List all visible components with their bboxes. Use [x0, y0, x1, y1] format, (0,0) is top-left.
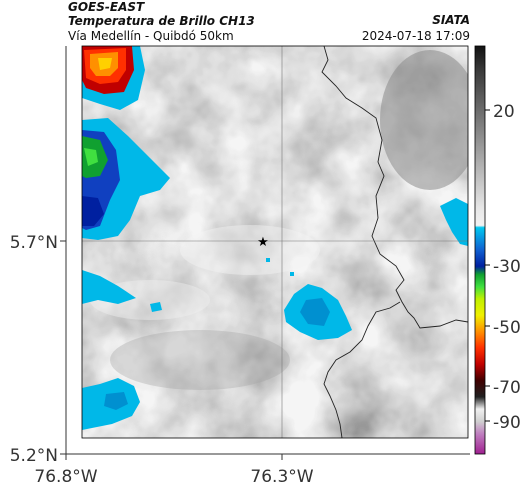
admin-boundary	[321, 46, 468, 329]
cold-cloud-central	[266, 258, 352, 340]
colorbar-tick-20: 20	[493, 102, 515, 122]
lon-label-76.3: 76.3°W	[250, 467, 313, 487]
convective-cell-northwest	[82, 46, 145, 110]
lon-label-76.8: 76.8°W	[34, 467, 97, 487]
map-subtitle: Vía Medellín - Quibdó 50km	[68, 29, 234, 43]
product-label: GOES-EAST	[68, 0, 145, 14]
cold-cloud-west-mid	[82, 270, 162, 312]
colorbar-tick-minus70: -70	[493, 378, 521, 398]
colorbar-tick-minus90: -90	[493, 413, 521, 433]
convective-cell-west	[82, 118, 170, 240]
cold-cloud-southwest	[82, 378, 140, 430]
lat-label-5.7: 5.7°N	[10, 233, 58, 253]
star-marker: ★	[257, 235, 269, 250]
satellite-image	[82, 46, 468, 438]
colorbar: 20 -30 -50 -70 -90	[474, 45, 521, 455]
timestamp: 2024-07-18 17:09	[361, 29, 470, 43]
agency-label: SIATA	[432, 13, 470, 27]
cold-cloud-east	[440, 198, 468, 246]
map-title: Temperatura de Brillo CH13	[68, 14, 255, 28]
colorbar-tick-minus30: -30	[493, 257, 521, 277]
colorbar-tick-minus50: -50	[493, 318, 521, 338]
lat-label-5.2: 5.2°N	[10, 446, 58, 466]
admin-boundary	[323, 301, 401, 438]
